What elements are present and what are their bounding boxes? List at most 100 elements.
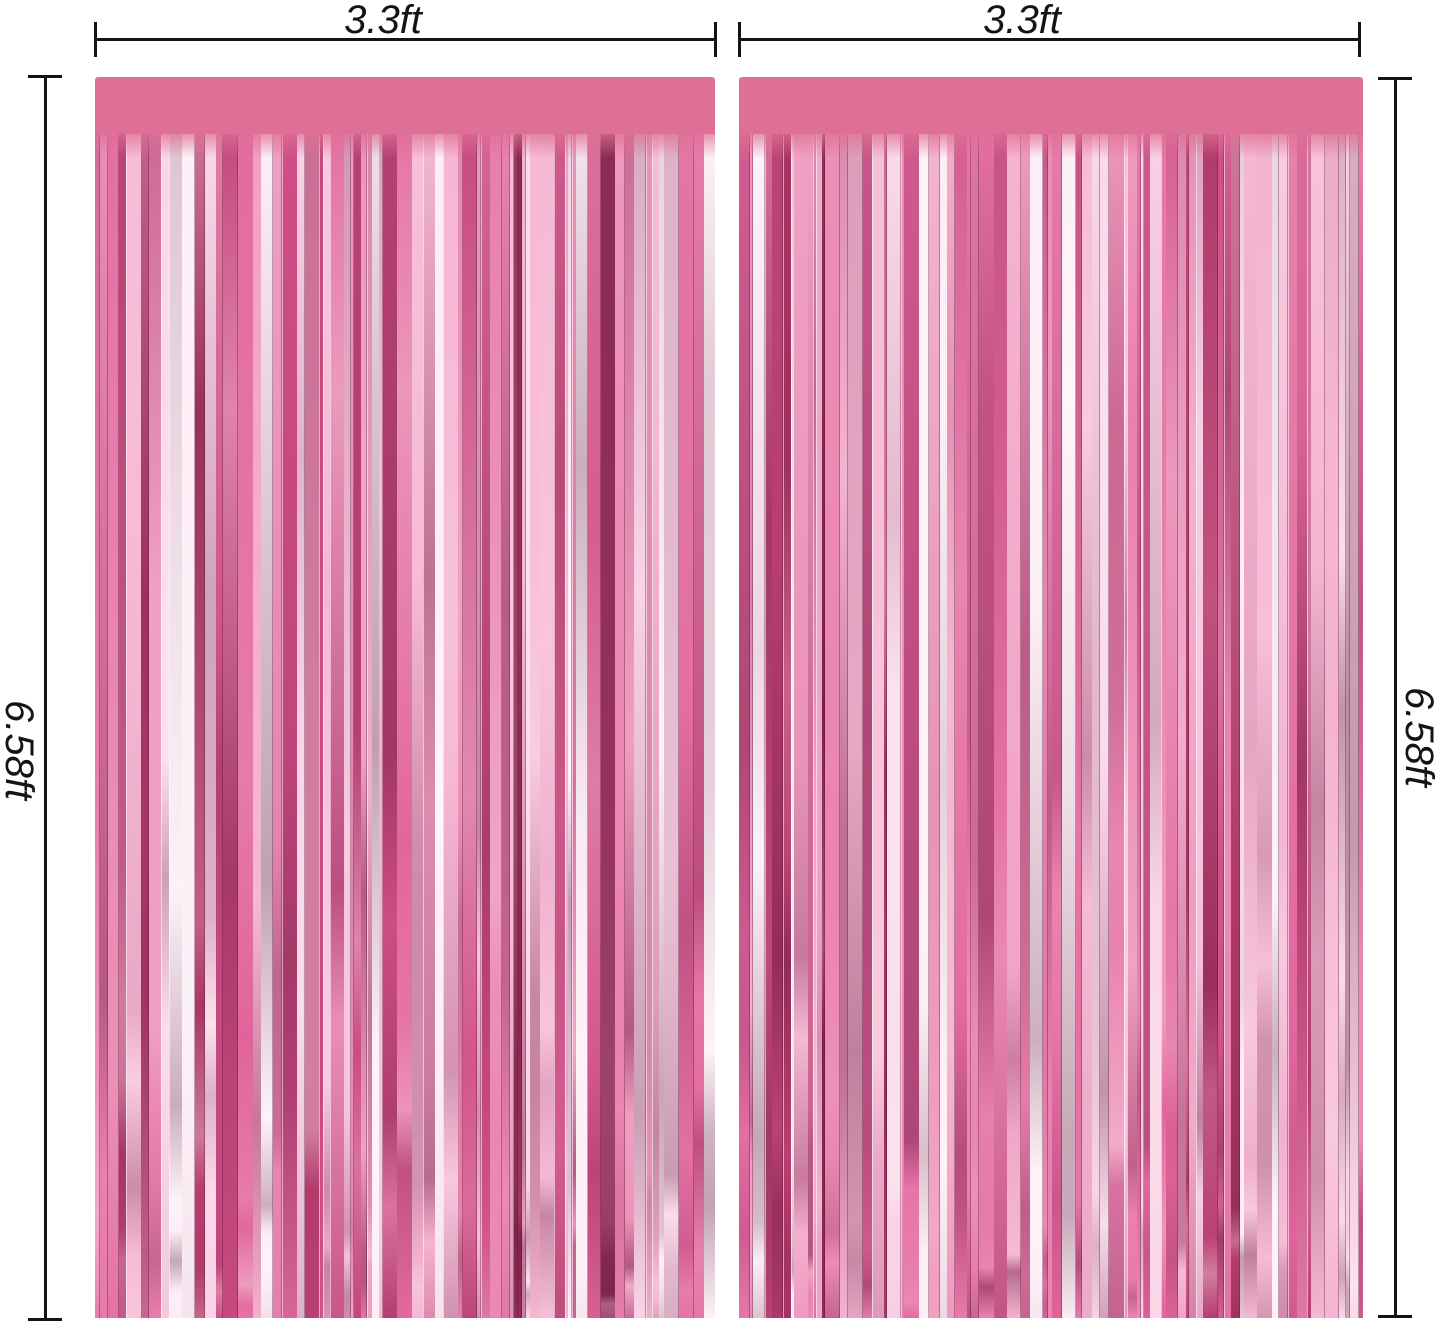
foil-strip — [205, 134, 216, 1318]
foil-strip — [1109, 134, 1124, 1318]
dimension-cap — [1378, 77, 1412, 80]
foil-strip — [1144, 134, 1150, 1318]
foil-strip — [1161, 134, 1166, 1318]
foil-strip — [652, 134, 659, 1318]
foil-strip — [361, 134, 367, 1318]
foil-strip — [1350, 134, 1359, 1318]
foil-strip — [1062, 134, 1076, 1318]
foil-strip — [435, 134, 443, 1318]
foil-strip — [253, 134, 261, 1318]
foil-strip — [955, 134, 967, 1318]
foil-strip — [530, 134, 540, 1318]
dimension-cap — [1378, 1315, 1412, 1318]
foil-strip — [576, 134, 588, 1318]
dimension-tick — [714, 22, 717, 57]
foil-strip — [1100, 134, 1109, 1318]
curtain-fringe-left — [95, 134, 715, 1318]
foil-curtain-right — [739, 77, 1363, 1318]
height-label-right-curtain: 6.58ft — [1397, 686, 1441, 788]
foil-strip — [526, 134, 530, 1318]
foil-strip — [443, 134, 458, 1318]
foil-strip — [1178, 134, 1186, 1318]
foil-strip — [825, 134, 840, 1318]
dimension-tick — [738, 22, 741, 57]
foil-strip — [971, 134, 979, 1318]
foil-strip — [458, 134, 463, 1318]
foil-strip — [1279, 134, 1288, 1318]
foil-strip — [753, 134, 765, 1318]
foil-strip — [1325, 134, 1339, 1318]
foil-strip — [1043, 134, 1048, 1318]
foil-strip — [929, 134, 940, 1318]
foil-strip — [1048, 134, 1052, 1318]
foil-strip — [126, 134, 141, 1318]
foil-strip — [554, 134, 565, 1318]
foil-strip — [1244, 134, 1257, 1318]
foil-strip — [1052, 134, 1062, 1318]
foil-strip — [1339, 134, 1346, 1318]
foil-strip — [967, 134, 971, 1318]
dimension-tick — [94, 22, 97, 57]
curtain-header-rod-pocket-left — [95, 77, 715, 134]
foil-strip — [379, 134, 383, 1318]
foil-strip — [1218, 134, 1224, 1318]
foil-strip — [319, 134, 323, 1318]
dimension-line-vertical-right — [1394, 78, 1397, 1318]
dimension-line-vertical-left — [44, 76, 47, 1320]
foil-strip — [344, 134, 351, 1318]
foil-strip — [141, 134, 149, 1318]
foil-strip — [1092, 134, 1100, 1318]
curtain-fringe-right — [739, 134, 1363, 1318]
foil-strip — [323, 134, 330, 1318]
foil-strip — [522, 134, 526, 1318]
foil-strip — [510, 134, 514, 1318]
foil-strip — [1186, 134, 1189, 1318]
foil-strip — [95, 134, 100, 1318]
foil-strip — [238, 134, 253, 1318]
foil-strip — [901, 134, 904, 1318]
foil-strip — [822, 134, 825, 1318]
dimension-line-horizontal-right — [739, 38, 1360, 41]
foil-strip — [679, 134, 694, 1318]
foil-strip — [481, 134, 490, 1318]
foil-strip — [588, 134, 601, 1318]
foil-strip — [1240, 134, 1244, 1318]
foil-strip — [919, 134, 929, 1318]
foil-strip — [100, 134, 108, 1318]
foil-strip — [750, 134, 753, 1318]
foil-strip — [108, 134, 119, 1318]
foil-strip — [765, 134, 772, 1318]
foil-strip — [625, 134, 634, 1318]
foil-strip — [463, 134, 477, 1318]
foil-strip — [872, 134, 884, 1318]
foil-strip — [383, 134, 397, 1318]
width-label-right-curtain: 3.3ft — [983, 0, 1061, 42]
foil-strip — [1346, 134, 1350, 1318]
foil-strip — [887, 134, 901, 1318]
foil-strip — [1224, 134, 1231, 1318]
foil-strip — [195, 134, 205, 1318]
foil-strip — [297, 134, 305, 1318]
foil-strip — [848, 134, 863, 1318]
foil-strip — [904, 134, 919, 1318]
foil-strip — [1127, 134, 1137, 1318]
foil-strip — [223, 134, 238, 1318]
foil-strip — [568, 134, 572, 1318]
foil-curtain-left — [95, 77, 715, 1318]
foil-strip — [615, 134, 625, 1318]
foil-strip — [1272, 134, 1279, 1318]
foil-strip — [1124, 134, 1127, 1318]
foil-strip — [863, 134, 872, 1318]
foil-strip — [601, 134, 615, 1318]
foil-strip — [161, 134, 169, 1318]
foil-strip — [514, 134, 518, 1318]
foil-strip — [216, 134, 223, 1318]
foil-strip — [282, 134, 297, 1318]
foil-strip — [664, 134, 679, 1318]
foil-strip — [940, 134, 947, 1318]
foil-strip — [1021, 134, 1030, 1318]
foil-strip — [354, 134, 361, 1318]
foil-strip — [994, 134, 1007, 1318]
foil-strip — [694, 134, 704, 1318]
